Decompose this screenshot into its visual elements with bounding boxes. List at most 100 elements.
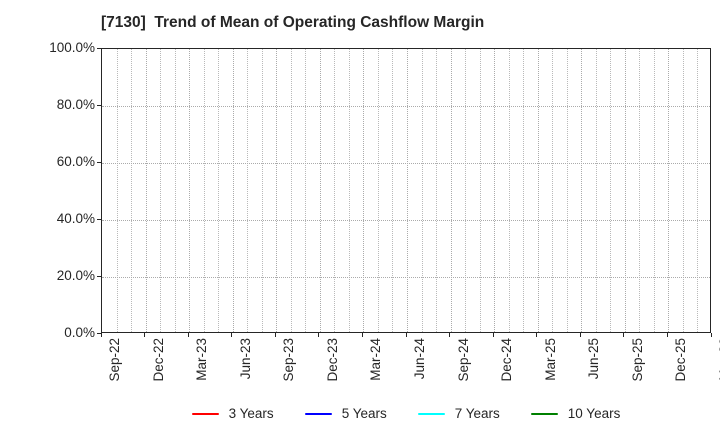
x-tick-label: Mar-23 — [194, 338, 210, 381]
x-tick-mark — [187, 333, 189, 337]
v-gridline — [523, 49, 525, 332]
y-tick-label: 40.0% — [56, 211, 95, 226]
v-gridline — [697, 49, 699, 332]
y-tick-label: 80.0% — [56, 97, 95, 112]
v-gridline — [494, 49, 496, 332]
v-gridline — [465, 49, 467, 332]
x-tick-mark — [231, 333, 233, 337]
v-gridline — [305, 49, 307, 332]
legend-line-swatch — [191, 412, 219, 416]
x-tick-label: Jun-25 — [586, 338, 602, 380]
y-tick-mark — [97, 47, 101, 49]
v-gridline — [276, 49, 278, 332]
h-gridline — [102, 163, 710, 164]
y-tick-mark — [97, 104, 101, 106]
x-tick-mark — [492, 333, 494, 337]
v-gridline — [552, 49, 554, 332]
h-gridline — [102, 220, 710, 221]
v-gridline — [639, 49, 641, 332]
x-tick-label: Dec-22 — [150, 338, 166, 382]
x-tick-mark — [405, 333, 407, 337]
legend-item-3-years: 3 Years — [191, 405, 274, 423]
legend-label: 5 Years — [341, 406, 387, 421]
y-tick-label: 20.0% — [56, 268, 95, 283]
v-gridline — [174, 49, 176, 332]
x-tick-mark — [536, 333, 538, 337]
y-tick-label: 0.0% — [64, 325, 95, 340]
v-gridline — [392, 49, 394, 332]
y-tick-mark — [97, 161, 101, 163]
x-tick-mark — [318, 333, 320, 337]
v-gridline — [290, 49, 292, 332]
x-tick-label: Dec-25 — [673, 338, 689, 382]
x-tick-mark — [100, 333, 102, 337]
v-gridline — [421, 49, 423, 332]
v-gridline — [407, 49, 408, 332]
v-gridline — [247, 49, 249, 332]
x-tick-label: Mar-24 — [368, 338, 384, 381]
x-tick-label: Dec-23 — [324, 338, 340, 382]
v-gridline — [319, 49, 321, 332]
v-gridline — [145, 49, 147, 332]
v-gridline — [160, 49, 162, 332]
x-tick-mark — [666, 333, 668, 337]
v-gridline — [595, 49, 597, 332]
x-tick-label: Sep-24 — [455, 338, 471, 382]
chart-title: [7130] Trend of Mean of Operating Cashfl… — [101, 14, 485, 31]
h-gridline — [102, 106, 710, 107]
x-tick-mark — [361, 333, 363, 337]
x-tick-mark — [710, 333, 712, 337]
legend-label: 7 Years — [454, 406, 500, 421]
v-gridline — [261, 49, 263, 332]
v-gridline — [610, 49, 612, 332]
y-tick-mark — [97, 218, 101, 220]
x-tick-mark — [144, 333, 146, 337]
legend-item-7-years: 7 Years — [417, 405, 500, 423]
legend-line-swatch — [417, 412, 445, 416]
x-tick-mark — [449, 333, 451, 337]
x-tick-label: Dec-24 — [499, 338, 515, 382]
x-tick-mark — [274, 333, 276, 337]
v-gridline — [334, 49, 336, 332]
v-gridline — [479, 49, 481, 332]
x-tick-label: Mar-25 — [542, 338, 558, 381]
x-tick-label: Sep-22 — [107, 338, 122, 382]
legend-line-swatch — [304, 412, 332, 416]
y-tick-label: 60.0% — [56, 154, 95, 169]
v-gridline — [682, 49, 684, 332]
v-gridline — [653, 49, 655, 332]
v-gridline — [436, 49, 438, 332]
v-gridline — [363, 49, 365, 332]
v-gridline — [668, 49, 670, 332]
y-tick-mark — [97, 275, 101, 277]
y-tick-mark — [97, 332, 101, 334]
v-gridline — [508, 49, 510, 332]
v-gridline — [450, 49, 452, 332]
h-gridline — [102, 277, 710, 278]
x-tick-label: Jun-23 — [237, 338, 253, 380]
v-gridline — [377, 49, 379, 332]
x-tick-label: Jun-24 — [412, 338, 427, 380]
y-tick-label: 100.0% — [49, 40, 95, 55]
x-tick-mark — [623, 333, 625, 337]
x-tick-mark — [579, 333, 581, 337]
v-gridline — [218, 49, 220, 332]
v-gridline — [189, 49, 191, 332]
v-gridline — [581, 49, 583, 332]
x-tick-label: Sep-25 — [629, 338, 645, 382]
v-gridline — [348, 49, 350, 332]
v-gridline — [131, 49, 133, 332]
legend-item-10-years: 10 Years — [530, 405, 620, 423]
x-tick-label: Sep-23 — [281, 338, 297, 382]
v-gridline — [203, 49, 205, 332]
legend-item-5-years: 5 Years — [304, 405, 387, 423]
v-gridline — [566, 49, 568, 332]
plot-area — [101, 48, 711, 333]
v-gridline — [624, 49, 626, 332]
v-gridline — [537, 49, 539, 332]
legend: 3 Years 5 Years 7 Years 10 Years — [101, 404, 711, 424]
legend-line-swatch — [530, 412, 558, 416]
v-gridline — [232, 49, 234, 332]
v-gridline — [116, 49, 118, 332]
